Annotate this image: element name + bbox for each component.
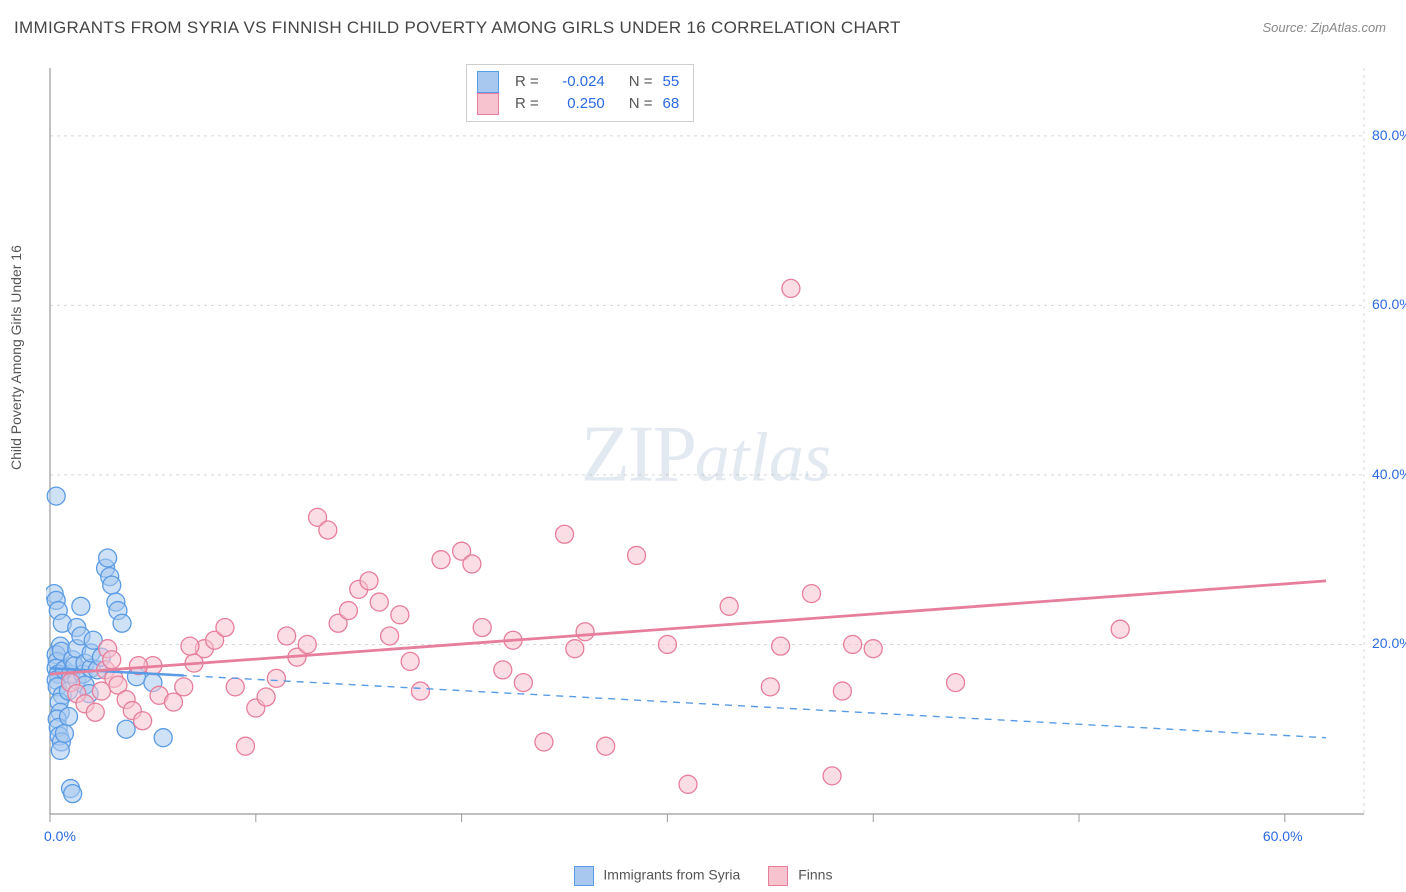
legend-label: Immigrants from Syria — [603, 867, 740, 883]
chart-title: IMMIGRANTS FROM SYRIA VS FINNISH CHILD P… — [14, 18, 901, 38]
legend-item-syria: Immigrants from Syria — [574, 866, 741, 886]
y-tick-label: 80.0% — [1372, 127, 1406, 143]
legend-item-finns: Finns — [768, 866, 832, 886]
source-attribution: Source: ZipAtlas.com — [1262, 20, 1386, 35]
legend-label: Finns — [798, 867, 832, 883]
y-axis-label: Child Poverty Among Girls Under 16 — [8, 245, 24, 470]
x-axis-origin-label: 0.0% — [44, 828, 76, 844]
y-tick-label: 60.0% — [1372, 296, 1406, 312]
y-tick-label: 20.0% — [1372, 635, 1406, 651]
x-axis-end-label: 60.0% — [1263, 828, 1303, 844]
scatter-plot: ZIPatlas R =-0.024 N =55 R =0.250 N =68 — [46, 60, 1366, 850]
correlation-legend-box: R =-0.024 N =55 R =0.250 N =68 — [466, 64, 694, 122]
y-tick-label: 40.0% — [1372, 466, 1406, 482]
legend-swatch-icon — [574, 866, 594, 886]
series-legend: Immigrants from Syria Finns — [0, 866, 1406, 886]
legend-swatch-icon — [768, 866, 788, 886]
